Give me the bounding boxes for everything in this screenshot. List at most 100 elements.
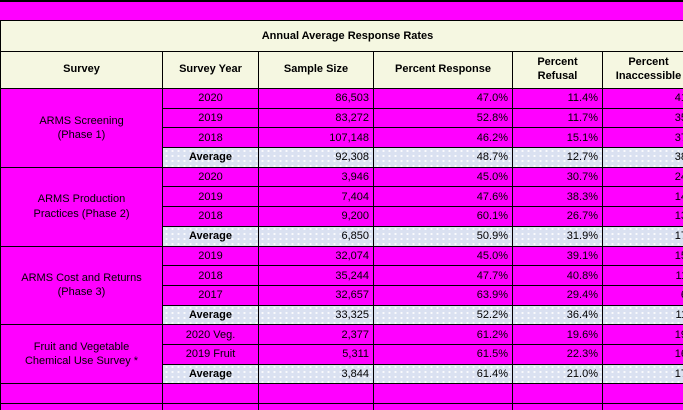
survey-year-cell: Average <box>162 363 259 385</box>
percent-inaccessible-cell: 14. <box>601 186 683 208</box>
sample-size-cell: 35,244 <box>258 265 374 286</box>
percent-refusal-cell: 29.4% <box>512 284 603 306</box>
column-header-percent-response: Percent Response <box>373 51 513 89</box>
empty-cell <box>601 383 683 404</box>
table-row: ARMS Screening (Phase 1) 2020 86,503 47.0% 11… <box>0 88 683 168</box>
empty-cell <box>162 403 259 410</box>
empty-cell <box>0 383 163 404</box>
survey-year-cell: 2020 <box>162 88 259 109</box>
title-row: Annual Average Response Rates <box>0 20 683 52</box>
percent-response-cell: 45.0% <box>373 166 513 188</box>
column-header-survey: Survey <box>0 51 163 89</box>
survey-year-cell: Average <box>162 304 259 326</box>
sample-size-cell: 2,377 <box>258 324 374 345</box>
survey-year-cell: 2017 <box>162 284 259 306</box>
table-row: Fruit and Vegetable Chemical Use Survey *… <box>0 324 683 385</box>
sample-size-cell: 7,404 <box>258 186 374 208</box>
percent-inaccessible-cell: 17. <box>601 225 683 247</box>
percent-response-cell: 47.6% <box>373 186 513 208</box>
header-row: Survey Survey Year Sample Size Percent R… <box>0 51 683 89</box>
table-body: ARMS Screening (Phase 1) 2020 86,503 47.0% 11… <box>0 88 683 410</box>
sample-size-cell: 86,503 <box>258 88 374 109</box>
sample-size-cell: 92,308 <box>258 147 374 168</box>
empty-cell <box>512 403 603 410</box>
percent-inaccessible-cell: 16. <box>601 343 683 365</box>
survey-group-cell: ARMS Screening (Phase 1) <box>0 88 163 168</box>
empty-row <box>0 403 683 410</box>
percent-inaccessible-cell: 37. <box>601 127 683 149</box>
survey-year-cell: Average <box>162 225 259 247</box>
percent-response-cell: 47.0% <box>373 88 513 109</box>
sample-size-cell: 33,325 <box>258 304 374 326</box>
survey-year-cell: 2019 Fruit <box>162 343 259 365</box>
sample-size-cell: 9,200 <box>258 206 374 227</box>
sample-size-cell: 32,657 <box>258 284 374 306</box>
sample-size-cell: 5,311 <box>258 343 374 365</box>
percent-refusal-cell: 38.3% <box>512 186 603 208</box>
survey-group-cell: ARMS Cost and Returns (Phase 3) <box>0 245 163 326</box>
percent-refusal-cell: 15.1% <box>512 127 603 149</box>
percent-refusal-cell: 12.7% <box>512 147 603 168</box>
survey-year-cell: 2018 <box>162 127 259 149</box>
percent-inaccessible-cell: 19. <box>601 324 683 345</box>
percent-response-cell: 52.2% <box>373 304 513 326</box>
percent-inaccessible-cell: 35. <box>601 107 683 129</box>
sample-size-cell: 3,946 <box>258 166 374 188</box>
table-row: ARMS Cost and Returns (Phase 3) 2019 32,074… <box>0 245 683 326</box>
percent-response-cell: 52.8% <box>373 107 513 129</box>
percent-refusal-cell: 36.4% <box>512 304 603 326</box>
sample-size-cell: 83,272 <box>258 107 374 129</box>
percent-response-cell: 50.9% <box>373 225 513 247</box>
sample-size-cell: 6,850 <box>258 225 374 247</box>
percent-response-cell: 45.0% <box>373 245 513 267</box>
percent-refusal-cell: 31.9% <box>512 225 603 247</box>
table-row: ARMS Production Practices (Phase 2) 2020 3,… <box>0 166 683 247</box>
column-header-sample-size: Sample Size <box>258 51 374 89</box>
survey-year-cell: Average <box>162 147 259 168</box>
survey-group-cell: ARMS Production Practices (Phase 2) <box>0 166 163 247</box>
sample-size-cell: 3,844 <box>258 363 374 385</box>
table-title: Annual Average Response Rates <box>0 20 683 52</box>
percent-response-cell: 46.2% <box>373 127 513 149</box>
percent-inaccessible-cell: 17. <box>601 363 683 385</box>
survey-year-cell: 2018 <box>162 265 259 286</box>
empty-cell <box>162 383 259 404</box>
empty-cell <box>373 403 513 410</box>
percent-refusal-cell: 11.4% <box>512 88 603 109</box>
percent-inaccessible-cell: 11. <box>601 265 683 286</box>
empty-cell <box>258 383 374 404</box>
percent-response-cell: 63.9% <box>373 284 513 306</box>
percent-inaccessible-cell: 41. <box>601 88 683 109</box>
percent-refusal-cell: 22.3% <box>512 343 603 365</box>
empty-cell <box>512 383 603 404</box>
top-border-line <box>0 0 683 2</box>
survey-year-cell: 2019 <box>162 107 259 129</box>
sample-size-cell: 32,074 <box>258 245 374 267</box>
percent-response-cell: 61.5% <box>373 343 513 365</box>
survey-year-cell: 2018 <box>162 206 259 227</box>
empty-cell <box>373 383 513 404</box>
percent-response-cell: 60.1% <box>373 206 513 227</box>
survey-year-cell: 2019 <box>162 186 259 208</box>
percent-refusal-cell: 30.7% <box>512 166 603 188</box>
empty-row <box>0 383 683 404</box>
sample-size-cell: 107,148 <box>258 127 374 149</box>
column-header-percent-refusal: Percent Refusal <box>512 51 603 89</box>
survey-year-cell: 2019 <box>162 245 259 267</box>
survey-year-cell: 2020 <box>162 166 259 188</box>
percent-inaccessible-cell: 11. <box>601 304 683 326</box>
percent-refusal-cell: 39.1% <box>512 245 603 267</box>
percent-response-cell: 48.7% <box>373 147 513 168</box>
percent-refusal-cell: 21.0% <box>512 363 603 385</box>
percent-refusal-cell: 19.6% <box>512 324 603 345</box>
percent-inaccessible-cell: 38. <box>601 147 683 168</box>
